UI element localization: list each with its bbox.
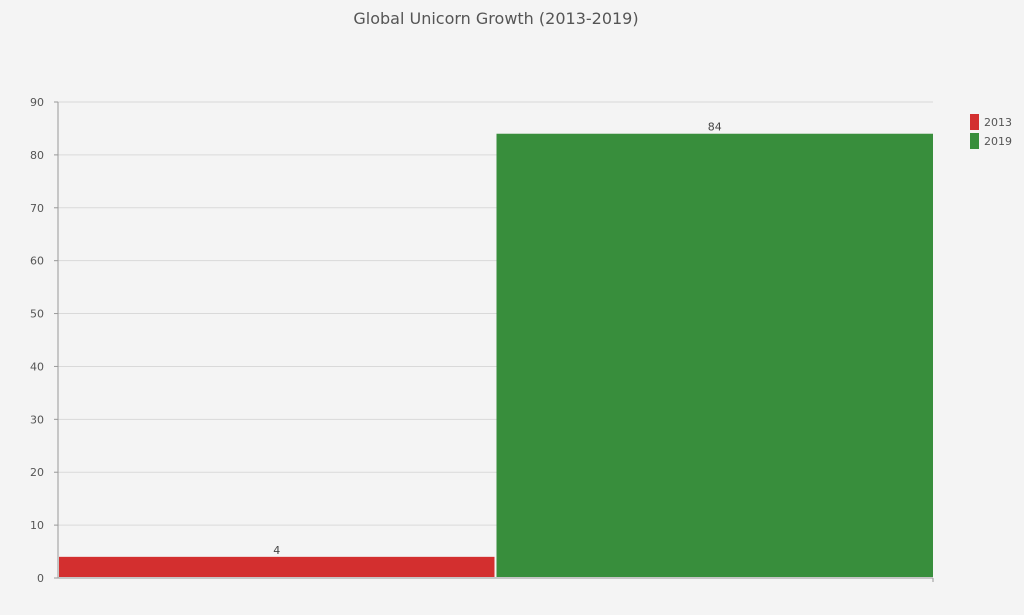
bar-2013[interactable] [59, 556, 495, 577]
y-tick-label: 20 [30, 466, 44, 479]
y-tick-label: 60 [30, 255, 44, 268]
bar-2019[interactable] [496, 133, 934, 577]
y-tick-label: 0 [37, 572, 44, 585]
legend-swatch-2019 [970, 133, 979, 149]
y-tick-label: 10 [30, 519, 44, 532]
legend-label-2013[interactable]: 2013 [984, 116, 1012, 129]
y-tick-label: 40 [30, 360, 44, 373]
y-tick-label: 70 [30, 202, 44, 215]
y-tick-label: 80 [30, 149, 44, 162]
y-tick-label: 90 [30, 96, 44, 109]
data-labels: 4 84 [273, 121, 722, 557]
bars [59, 133, 934, 577]
data-label-2019: 84 [708, 121, 722, 134]
chart-title: Global Unicorn Growth (2013-2019) [353, 9, 638, 28]
legend-label-2019[interactable]: 2019 [984, 135, 1012, 148]
axes: 0 10 20 30 40 50 60 70 80 90 [30, 96, 934, 585]
y-tick-label: 50 [30, 308, 44, 321]
y-tick-label: 30 [30, 413, 44, 426]
legend: 2013 2019 [970, 114, 1012, 149]
data-label-2013: 4 [273, 544, 280, 557]
legend-swatch-2013 [970, 114, 979, 130]
gridlines [58, 101, 933, 579]
